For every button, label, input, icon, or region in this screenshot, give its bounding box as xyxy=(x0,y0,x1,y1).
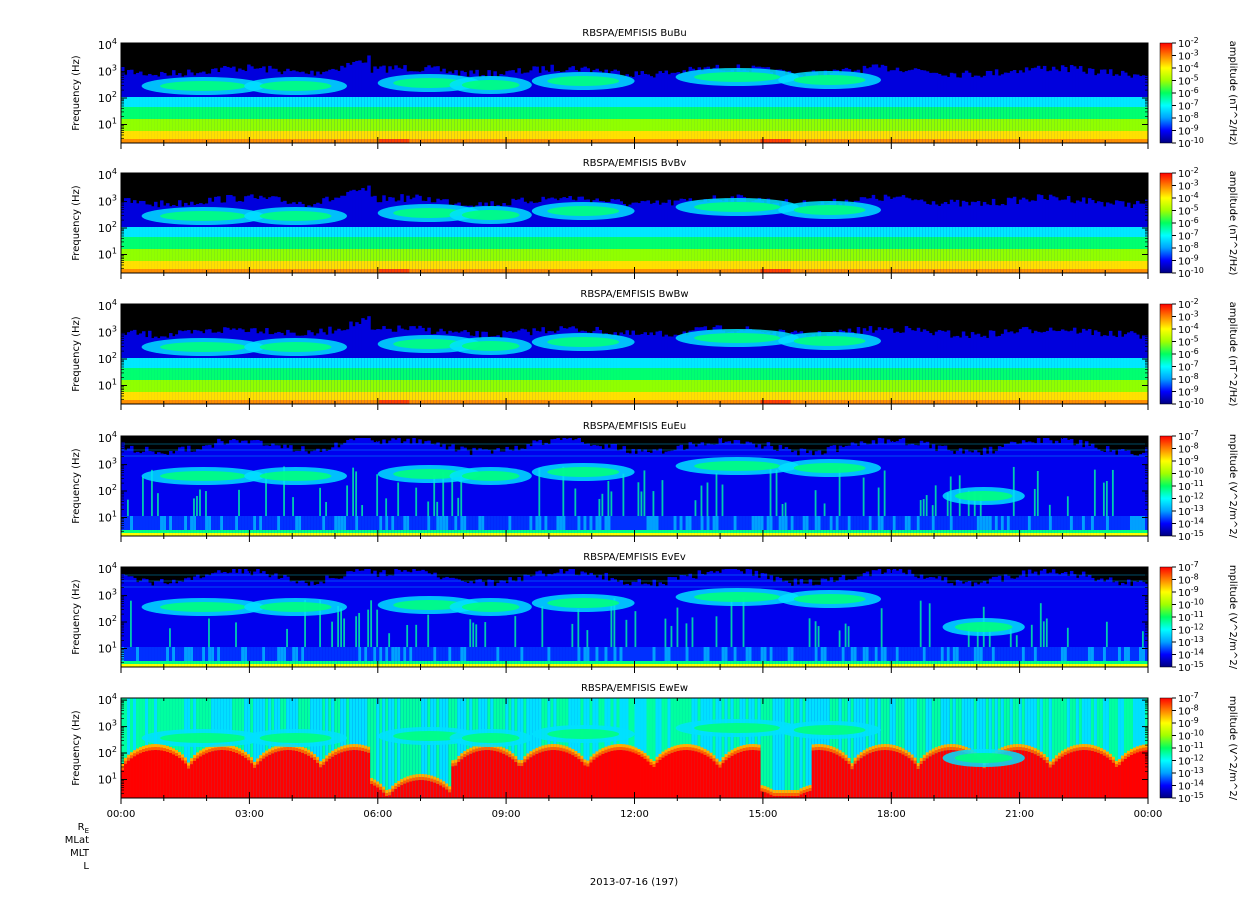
colorbar-tick-label: 10-10 xyxy=(1178,266,1204,280)
panel-title: RBSPA/EMFISIS BwBw xyxy=(580,289,688,300)
panel-title: RBSPA/EMFISIS BvBv xyxy=(583,158,687,169)
colorbar-tick-label: 10-10 xyxy=(1178,397,1204,411)
panel-title: RBSPA/EMFISIS BuBu xyxy=(582,28,686,39)
y-tick-label: 102 xyxy=(98,745,117,760)
y-tick-label: 103 xyxy=(98,64,117,79)
colorbar-gradient xyxy=(1160,567,1172,667)
x-tick-label: 03:00 xyxy=(235,809,264,820)
colorbar-label: mplitude (V^2/m^2/ xyxy=(1227,696,1238,801)
colorbar: 10-1010-910-810-710-610-510-410-310-2amp… xyxy=(1160,166,1238,280)
colorbar-tick-label: 10-15 xyxy=(1178,660,1204,674)
x-tick-label: 06:00 xyxy=(363,809,392,820)
x-tick-label: 09:00 xyxy=(492,809,521,820)
spectrogram-image xyxy=(121,173,1149,273)
spectrogram-image xyxy=(121,698,1149,798)
y-tick-label: 104 xyxy=(98,692,117,707)
spectrogram-image xyxy=(121,304,1149,404)
y-tick-label: 101 xyxy=(98,247,117,262)
y-tick-label: 103 xyxy=(98,325,117,340)
ephemeris-label: RE xyxy=(78,822,89,835)
colorbar: 10-1510-1410-1310-1210-1110-1010-910-810… xyxy=(1160,429,1238,543)
colorbar: 10-1510-1410-1310-1210-1110-1010-910-810… xyxy=(1160,560,1238,674)
colorbar-label: mplitude (V^2/m^2/ xyxy=(1227,434,1238,539)
y-tick-label: 104 xyxy=(98,37,117,52)
spectrogram-image xyxy=(121,43,1149,143)
ephemeris-label: MLat xyxy=(65,835,89,846)
y-tick-label: 102 xyxy=(98,614,117,629)
colorbar-label: amplitude (nT^2/Hz) xyxy=(1227,171,1238,276)
colorbar-label: amplitude (nT^2/Hz) xyxy=(1227,41,1238,146)
y-axis-label: Frequency (Hz) xyxy=(71,185,82,261)
y-axis-label: Frequency (Hz) xyxy=(71,55,82,131)
y-tick-label: 101 xyxy=(98,641,117,656)
y-tick-label: 103 xyxy=(98,588,117,603)
colorbar-gradient xyxy=(1160,173,1172,273)
colorbar-tick-label: 10-15 xyxy=(1178,791,1204,805)
x-tick-label: 12:00 xyxy=(620,809,649,820)
spectrogram-image xyxy=(121,436,1149,536)
ephemeris-label: L xyxy=(83,861,89,872)
colorbar-tick-label: 10-10 xyxy=(1178,136,1204,150)
colorbar: 10-1010-910-810-710-610-510-410-310-2amp… xyxy=(1160,36,1238,150)
panel-3: RBSPA/EMFISIS BwBw 101 102 103 104 Frequency … xyxy=(71,289,1238,411)
colorbar-gradient xyxy=(1160,304,1172,404)
x-tick-label: 21:00 xyxy=(1005,809,1034,820)
spectrogram-image xyxy=(121,567,1149,667)
panel-title: RBSPA/EMFISIS EuEu xyxy=(583,421,686,432)
y-tick-label: 101 xyxy=(98,510,117,525)
colorbar-tick-label: 10-15 xyxy=(1178,529,1204,543)
y-tick-label: 102 xyxy=(98,351,117,366)
y-tick-label: 101 xyxy=(98,117,117,132)
y-axis-label: Frequency (Hz) xyxy=(71,448,82,524)
colorbar: 10-1510-1410-1310-1210-1110-1010-910-810… xyxy=(1160,691,1238,805)
y-tick-label: 104 xyxy=(98,561,117,576)
y-tick-label: 101 xyxy=(98,378,117,393)
y-tick-label: 104 xyxy=(98,298,117,313)
y-axis-label: Frequency (Hz) xyxy=(71,579,82,655)
y-tick-label: 104 xyxy=(98,430,117,445)
panel-2: RBSPA/EMFISIS BvBv 101 102 103 104 Frequency … xyxy=(71,158,1238,280)
x-tick-label: 00:00 xyxy=(107,809,136,820)
y-tick-label: 102 xyxy=(98,220,117,235)
y-tick-label: 104 xyxy=(98,167,117,182)
panel-1: RBSPA/EMFISIS BuBu 101 102 103 104 Frequency … xyxy=(71,28,1238,150)
x-tick-label: 00:00 xyxy=(1134,809,1163,820)
y-axis-label: Frequency (Hz) xyxy=(71,316,82,392)
colorbar-gradient xyxy=(1160,698,1172,798)
colorbar: 10-1010-910-810-710-610-510-410-310-2amp… xyxy=(1160,297,1238,411)
y-tick-label: 103 xyxy=(98,719,117,734)
colorbar-gradient xyxy=(1160,43,1172,143)
panel-4: RBSPA/EMFISIS EuEu 101 102 103 104 Frequency … xyxy=(71,421,1238,543)
colorbar-gradient xyxy=(1160,436,1172,536)
y-axis-label: Frequency (Hz) xyxy=(71,710,82,786)
x-tick-label: 18:00 xyxy=(877,809,906,820)
colorbar-label: amplitude (nT^2/Hz) xyxy=(1227,302,1238,407)
panel-5: RBSPA/EMFISIS EvEv 101 102 103 104 Frequency … xyxy=(71,552,1238,674)
y-tick-label: 101 xyxy=(98,772,117,787)
ephemeris-label: MLT xyxy=(70,848,90,859)
panel-title: RBSPA/EMFISIS EwEw xyxy=(581,683,688,694)
y-tick-label: 103 xyxy=(98,457,117,472)
colorbar-label: mplitude (V^2/m^2/ xyxy=(1227,565,1238,670)
x-tick-label: 15:00 xyxy=(748,809,777,820)
panel-title: RBSPA/EMFISIS EvEv xyxy=(583,552,686,563)
date-label: 2013-07-16 (197) xyxy=(590,877,678,888)
panel-6: RBSPA/EMFISIS EwEw 101 102 103 104 Frequency … xyxy=(71,683,1238,805)
y-tick-label: 103 xyxy=(98,194,117,209)
y-tick-label: 102 xyxy=(98,90,117,105)
y-tick-label: 102 xyxy=(98,483,117,498)
